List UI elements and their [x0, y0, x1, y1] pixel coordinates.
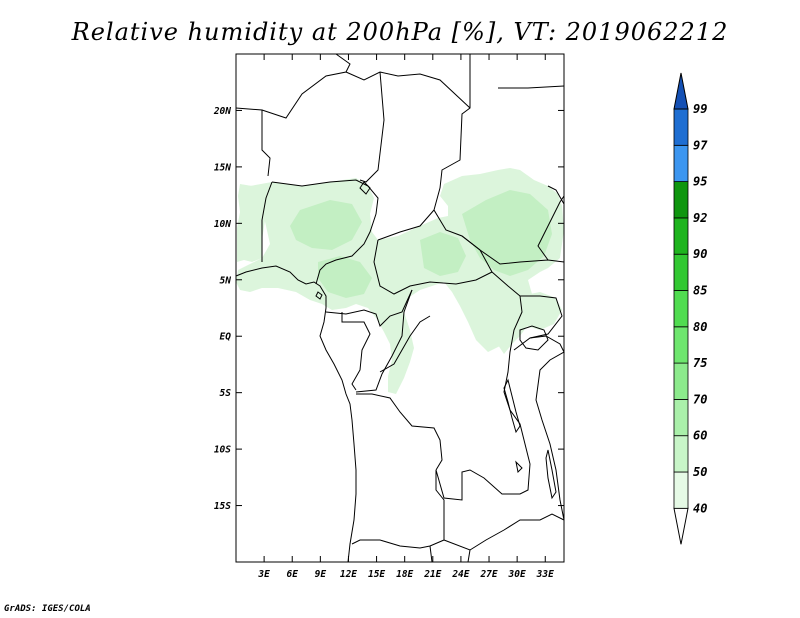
colorbar-level-label: 85: [693, 284, 707, 298]
border-tanzania: [529, 335, 565, 521]
humidity-region-east-africa: [520, 292, 562, 330]
border-ethiopia-east: [547, 185, 565, 205]
lat-tick-label: EQ: [220, 332, 232, 343]
lon-tick-label: 24E: [451, 569, 469, 580]
border-car-south: [373, 239, 493, 295]
border-nigeria-benin: [261, 181, 273, 262]
colorbar-segment: [673, 471, 689, 509]
border-libya-chad: [359, 71, 385, 183]
lat-tick-label: 10S: [214, 445, 231, 456]
grads-credit: GrADS: IGES/COLA: [4, 604, 91, 614]
colorbar-segment: [673, 217, 689, 255]
lon-tick-label: 6E: [287, 569, 299, 580]
river-congo: [379, 315, 431, 373]
lat-tick-label: 10N: [214, 219, 231, 230]
colorbar-segment: [673, 253, 689, 291]
lon-tick-label: 18E: [396, 569, 413, 580]
colorbar-labels: 40 50 60 70 75 80 85 90 92 95 97 99: [693, 102, 708, 515]
colorbar-level-label: 60: [693, 429, 707, 443]
colorbar-segment: [673, 290, 689, 328]
lat-tick-label: 15N: [214, 162, 231, 173]
border-congo-drc: [355, 289, 413, 393]
border-namibia: [429, 545, 433, 563]
border-gabon-congo: [341, 312, 371, 391]
colorbar-segment: [673, 398, 689, 437]
coastline-north-east: [439, 54, 471, 189]
border-algeria-niger: [261, 53, 351, 119]
humidity-region-core-car: [420, 232, 466, 276]
colorbar-segment: [673, 144, 689, 183]
colorbar-level-label: 75: [693, 356, 707, 370]
lake-kivu-small: [515, 460, 523, 474]
lon-tick-label: 21E: [423, 569, 441, 580]
lake-victoria: [519, 325, 549, 351]
axis-ticks: [236, 54, 564, 562]
humidity-region-core-sudan: [462, 190, 552, 276]
lat-tick-label: 20N: [213, 106, 231, 117]
border-botswana: [467, 549, 471, 563]
lon-tick-label: 15E: [368, 569, 385, 580]
axis-tick-labels: 3E 6E 9E 12E 15E 18E 21E 24E 27E 30E 33E 20N 15N 10N 5…: [213, 106, 554, 580]
lat-tick-label: 5N: [220, 275, 232, 286]
lat-tick-label: 15S: [214, 501, 231, 512]
colorbar-upper-triangle: [673, 72, 689, 110]
border-chad-sudan: [433, 187, 493, 273]
colorbar-segment: [673, 435, 689, 473]
map-frame: [235, 53, 565, 563]
lake-malawi: [545, 449, 557, 500]
lon-tick-label: 33E: [536, 569, 554, 580]
map-title: Relative humidity at 200hPa [%], VT: 201…: [71, 18, 729, 46]
colorbar-level-label: 40: [693, 501, 707, 515]
coastline-red-sea: [498, 85, 565, 89]
lake-tanganyika: [503, 378, 521, 434]
coastline-west: [235, 265, 357, 563]
colorbar-segment: [673, 181, 689, 219]
colorbar-level-label: 80: [693, 320, 707, 334]
colorbar-level-label: 97: [693, 138, 708, 152]
lon-tick-label: 9E: [315, 569, 327, 580]
colorbar-segment: [673, 326, 689, 364]
border-sudan-south-sudan: [461, 235, 565, 265]
lon-tick-label: 30E: [508, 569, 526, 580]
colorbar-level-label: 90: [693, 247, 707, 261]
coastline-gulf-guinea-islands: [315, 291, 323, 300]
colorbar-level-label: 70: [693, 392, 707, 406]
colorbar-level-label: 92: [693, 211, 707, 225]
colorbar-level-label: 50: [693, 465, 707, 479]
lat-tick-label: 5S: [220, 388, 232, 399]
humidity-field: [236, 168, 564, 394]
lake-chad: [359, 181, 371, 195]
humidity-region-core-nigeria: [318, 256, 372, 298]
border-drc-east: [435, 271, 531, 501]
border-angola-zambia: [351, 470, 445, 549]
colorbar-level-label: 99: [693, 102, 707, 116]
border-nigeria-cameroon: [315, 213, 377, 285]
border-drc-angola: [356, 393, 443, 471]
colorbar: [673, 72, 689, 545]
humidity-region-core-central: [290, 200, 362, 250]
border-niger-south: [271, 179, 379, 215]
border-zambia-south: [443, 513, 565, 551]
border-niger-chad: [345, 71, 471, 109]
colorbar-segment: [673, 362, 689, 400]
border-chad-car: [377, 209, 435, 241]
humidity-region-west-africa: [237, 184, 266, 262]
colorbar-level-label: 95: [693, 175, 707, 189]
borders: [235, 53, 565, 563]
lon-tick-label: 3E: [257, 569, 270, 580]
colorbar-segment: [673, 108, 689, 146]
border-cameroon-gabon: [325, 289, 413, 327]
lon-tick-label: 12E: [340, 569, 357, 580]
humidity-region-congo: [460, 290, 506, 352]
colorbar-lower-triangle: [673, 507, 689, 545]
lon-tick-label: 27E: [479, 569, 497, 580]
border-mali-niger: [235, 107, 271, 177]
